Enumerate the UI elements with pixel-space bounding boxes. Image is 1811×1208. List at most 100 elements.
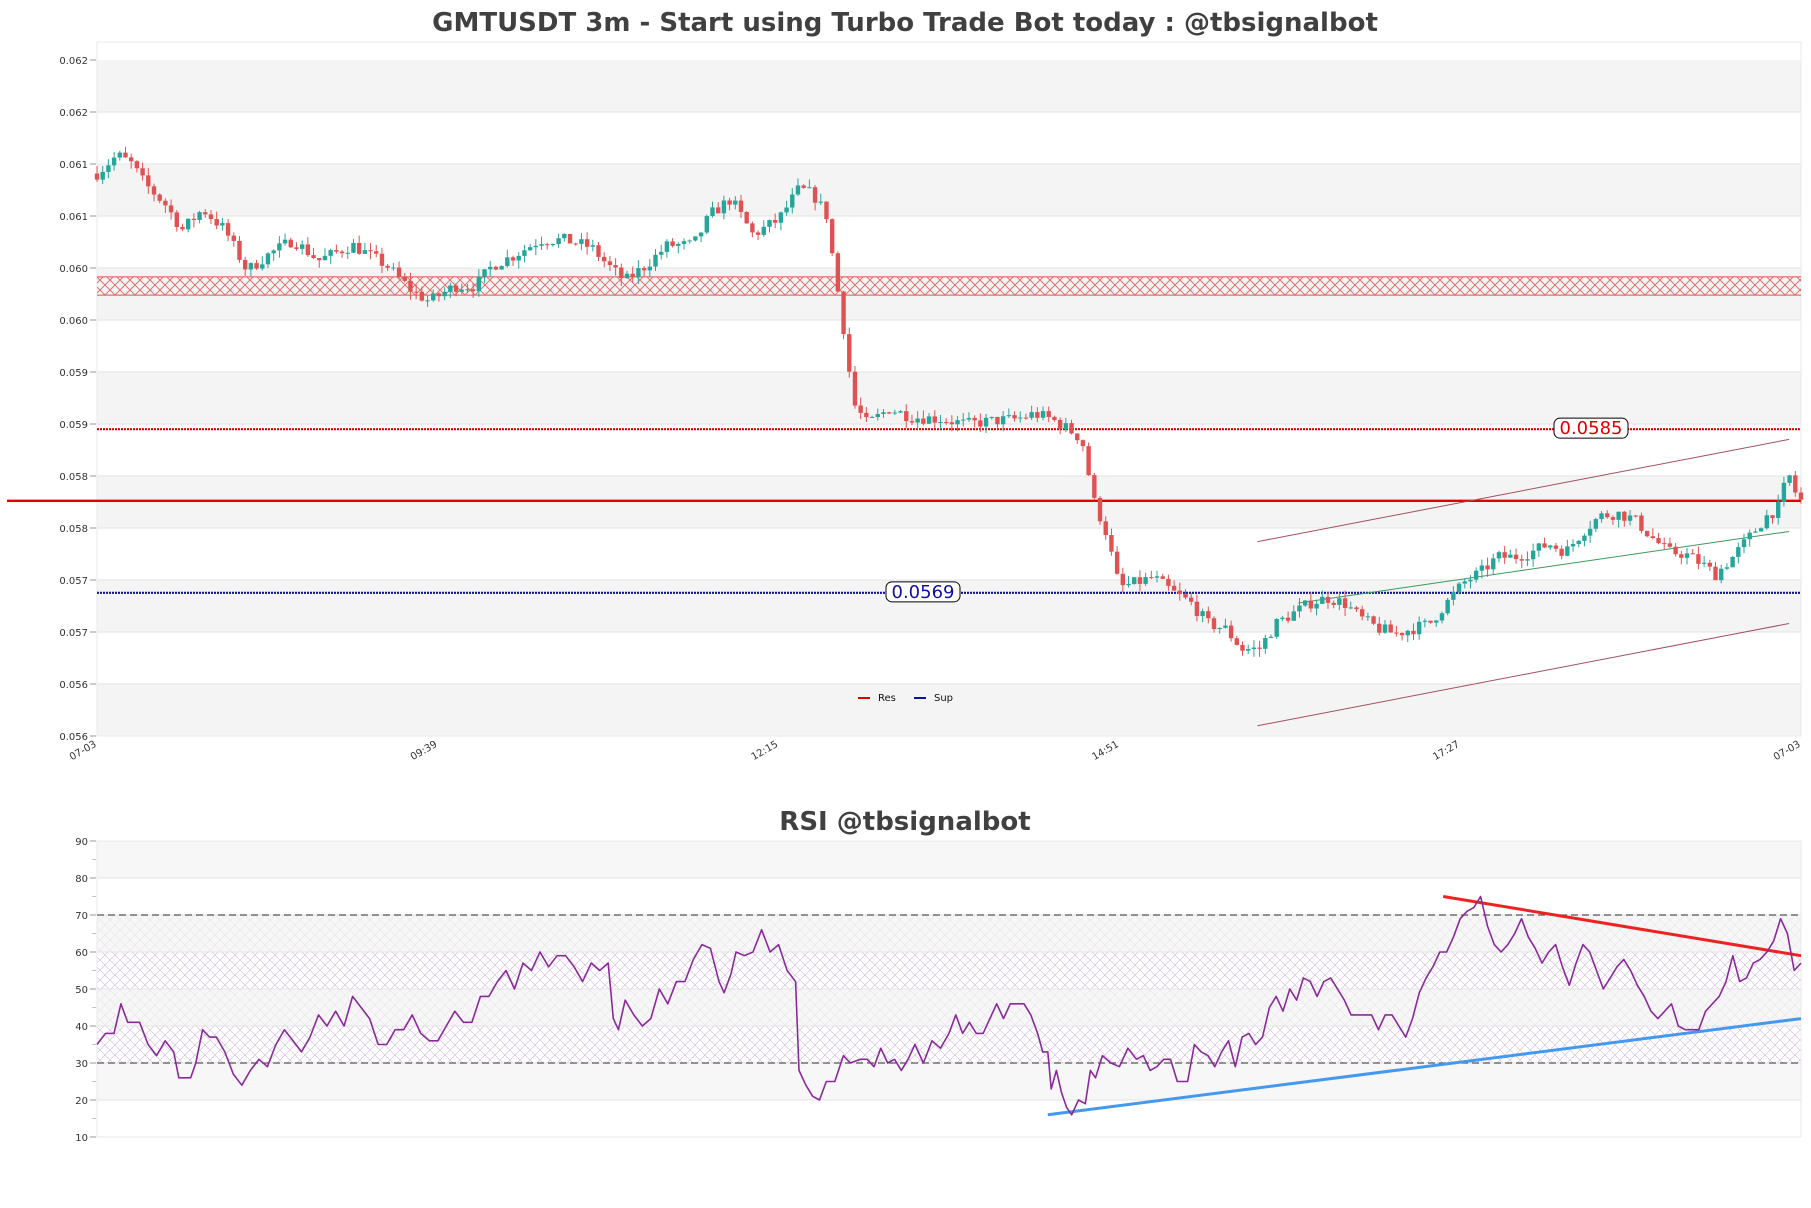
candle-body (1154, 576, 1160, 578)
candle-body (334, 250, 339, 252)
rsi-line (96, 895, 1802, 1116)
candle-body (1388, 624, 1393, 633)
candle-body (1667, 543, 1673, 547)
candle-body (1308, 600, 1314, 609)
candle-body (1696, 554, 1701, 564)
candle-body (772, 220, 778, 223)
candle-body (607, 261, 613, 266)
candle-body (163, 200, 168, 206)
candle-body (858, 405, 863, 413)
candle-body (385, 265, 390, 268)
price-y-tick-label: 0.061 (59, 212, 88, 223)
price-band (97, 60, 1801, 112)
candle-body (1371, 616, 1376, 624)
candle-body (1177, 590, 1183, 594)
candle-body (1605, 513, 1610, 518)
rsi-y-tick-label: 10 (75, 1133, 88, 1144)
candle-body (408, 280, 413, 292)
candle-body (636, 268, 641, 278)
price-y-tick-label: 0.057 (59, 576, 88, 587)
level-labels: 0.0585 0.0569 (885, 417, 1629, 603)
candle-body (1662, 543, 1667, 545)
candle-body (1189, 597, 1194, 602)
candle-body (1382, 624, 1388, 633)
candle-body (989, 416, 994, 418)
candle-body (476, 276, 482, 292)
candle-body (1719, 568, 1724, 581)
candle-body (1223, 625, 1228, 628)
candle-body (738, 200, 744, 212)
candle-body (1217, 627, 1222, 630)
candle-body (1793, 475, 1798, 493)
candle-body (1291, 611, 1296, 621)
candle-body (146, 175, 151, 187)
rsi-y-tick-label: 60 (75, 948, 88, 959)
candle-body (1599, 513, 1604, 520)
candle-body (265, 253, 271, 265)
candle-body (932, 416, 937, 423)
rsi-plot-area (96, 840, 1802, 1138)
candle-body (510, 257, 516, 261)
candle-body (886, 412, 892, 414)
candle-body (453, 285, 459, 292)
candle-body (339, 251, 345, 254)
candle-body (1143, 577, 1148, 584)
candle-body (602, 256, 607, 262)
candle-body (1052, 416, 1057, 420)
candle-body (214, 219, 219, 226)
price-y-tick-label: 0.057 (59, 628, 88, 639)
candle-body (818, 201, 823, 203)
candle-body (220, 223, 225, 226)
candle-body (864, 412, 869, 418)
candle-body (1673, 546, 1678, 555)
candle-body (1399, 632, 1405, 636)
candle-body (1325, 596, 1331, 603)
candle-body (926, 416, 932, 424)
rsi-trendlines (1047, 895, 1802, 1117)
candle-body (1018, 417, 1023, 419)
price-x-tick-label: 17:27 (1431, 739, 1461, 763)
candle-body (1359, 609, 1365, 617)
price-y-tick-label: 0.059 (59, 420, 88, 431)
rsi-y-tick-label: 90 (75, 837, 88, 848)
candle-body (1331, 602, 1336, 605)
support-label-text: 0.0569 (892, 582, 955, 603)
candle-body (801, 185, 806, 188)
candle-body (1046, 411, 1051, 417)
candle-body (419, 291, 425, 301)
candle-body (847, 334, 852, 372)
candle-body (1206, 611, 1211, 619)
candle-body (1730, 556, 1735, 568)
candle-body (208, 214, 214, 220)
candle-body (1000, 416, 1006, 425)
candle-body (237, 240, 242, 260)
candle-body (499, 266, 504, 270)
candle-body (1587, 528, 1593, 536)
candle-body (875, 413, 880, 417)
candle-body (778, 212, 784, 223)
candle-body (550, 244, 556, 246)
candle-body (271, 250, 276, 254)
candle-body (1337, 598, 1342, 605)
candle-body (111, 157, 117, 166)
candle-body (584, 239, 590, 247)
candle-body (835, 253, 841, 292)
candle-body (1092, 475, 1097, 498)
price-y-tick-label: 0.062 (59, 108, 88, 119)
price-y-tick-label: 0.056 (59, 732, 88, 743)
rsi-y-tick-label: 20 (75, 1096, 88, 1107)
rsi-band (97, 989, 1801, 1026)
candle-body (1770, 515, 1775, 518)
candle-body (522, 250, 527, 256)
candle-body (1582, 535, 1587, 541)
candle-body (1451, 592, 1456, 600)
candle-body (1103, 521, 1108, 536)
upper-resistance-zone (97, 276, 1801, 296)
candle-body (1536, 543, 1542, 551)
candle-body (966, 417, 972, 420)
candle-body (1758, 528, 1764, 532)
candle-body (1428, 620, 1433, 623)
candle-body (1257, 647, 1262, 649)
candle-body (1377, 623, 1382, 633)
candle-body (761, 226, 766, 235)
